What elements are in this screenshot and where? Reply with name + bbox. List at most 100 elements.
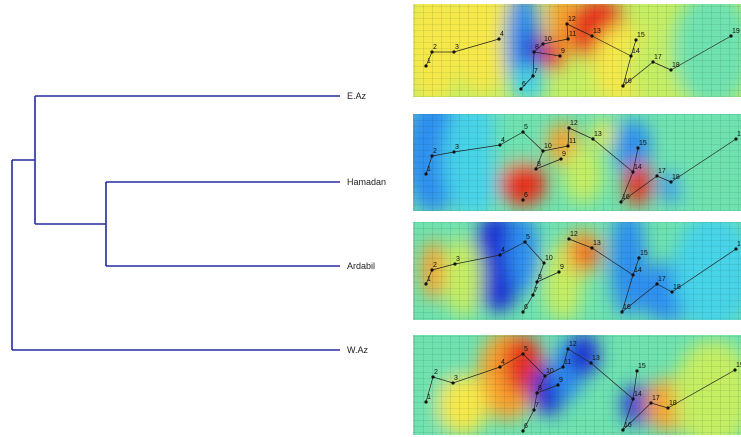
- sample-point: [566, 37, 570, 41]
- sample-point: [566, 347, 570, 351]
- point-label: 1: [427, 394, 431, 401]
- point-link: [621, 274, 634, 313]
- point-link: [567, 127, 570, 147]
- point-label: 8: [538, 385, 542, 392]
- sample-point: [556, 383, 560, 387]
- sample-point: [669, 180, 673, 184]
- point-label: 4: [500, 31, 504, 38]
- sample-point: [636, 146, 640, 150]
- sample-point: [531, 293, 535, 297]
- point-link: [562, 348, 569, 368]
- sample-point: [521, 429, 525, 433]
- point-link: [432, 376, 454, 384]
- sample-point: [521, 130, 525, 134]
- sample-point: [629, 54, 633, 58]
- point-label: 15: [637, 32, 645, 39]
- point-link: [590, 362, 634, 400]
- point-link: [656, 283, 673, 293]
- sample-point: [452, 50, 456, 54]
- point-label: 12: [569, 341, 577, 348]
- point-label: 10: [544, 143, 552, 150]
- point-link: [452, 366, 501, 384]
- sample-point: [620, 310, 624, 314]
- point-label: 16: [623, 304, 631, 311]
- point-link: [620, 171, 634, 203]
- point-link: [622, 402, 652, 431]
- point-link: [544, 366, 564, 377]
- sample-point: [559, 157, 563, 161]
- point-link: [454, 254, 501, 265]
- point-link: [632, 257, 640, 276]
- point-label: 7: [534, 287, 538, 294]
- point-label: 11: [569, 138, 576, 145]
- point-label: 14: [632, 48, 640, 55]
- sample-point: [631, 273, 635, 277]
- point-link: [542, 38, 569, 45]
- point-link: [533, 43, 544, 53]
- sample-point: [521, 352, 525, 356]
- point-label: 9: [560, 264, 564, 271]
- sample-point: [729, 34, 733, 38]
- point-links: [425, 127, 737, 203]
- point-label: 3: [454, 375, 458, 382]
- point-label: 17: [658, 168, 666, 175]
- sample-point: [557, 270, 561, 274]
- heatmap-panels: 12 34678910111213141516171819123456891011…: [413, 4, 741, 435]
- point-label: 5: [526, 234, 530, 241]
- sample-point: [631, 170, 635, 174]
- point-link: [532, 51, 535, 77]
- point-label: 16: [624, 78, 632, 85]
- sample-point: [532, 408, 536, 412]
- point-label: 18: [672, 62, 680, 69]
- sample-point: [541, 42, 545, 46]
- sample-point: [558, 54, 562, 58]
- point-label: 10: [546, 368, 554, 375]
- point-label: 3: [455, 144, 459, 151]
- point-link: [568, 127, 594, 140]
- point-label: 9: [562, 151, 566, 158]
- point-link: [536, 271, 560, 283]
- point-links: [425, 348, 736, 432]
- point-label: 4: [501, 137, 505, 144]
- sample-point: [590, 246, 594, 250]
- point-label: 14: [634, 164, 642, 171]
- point-link: [453, 38, 500, 53]
- point-label: 2: [433, 148, 437, 155]
- point-label: 3: [456, 256, 460, 263]
- sample-point: [521, 198, 525, 202]
- sample-point: [519, 87, 523, 91]
- point-label: 15: [638, 363, 646, 370]
- sample-point: [424, 172, 428, 176]
- point-label: 19: [737, 131, 741, 138]
- point-label: 13: [593, 240, 601, 247]
- sample-point: [637, 256, 641, 260]
- point-link: [592, 138, 634, 173]
- sample-point: [734, 137, 738, 141]
- point-link: [522, 353, 546, 377]
- point-label: 17: [654, 54, 662, 61]
- sample-point: [498, 143, 502, 147]
- point-link: [652, 61, 672, 71]
- point-label: 1: [427, 166, 431, 173]
- point-label: 5: [524, 346, 528, 353]
- point-label: 9: [559, 377, 563, 384]
- point-link: [535, 158, 562, 170]
- sample-point: [634, 38, 638, 42]
- sample-point: [532, 50, 536, 54]
- point-link: [431, 151, 455, 157]
- point-label: 12: [570, 231, 578, 238]
- sample-point: [590, 34, 594, 38]
- sample-point: [649, 401, 653, 405]
- sample-point: [631, 397, 635, 401]
- point-link: [622, 398, 634, 431]
- point-label: 5: [524, 124, 528, 131]
- point-link: [425, 376, 434, 403]
- point-link: [499, 353, 524, 368]
- sample-point: [521, 310, 525, 314]
- point-link: [670, 35, 732, 71]
- heatmap-grid: [413, 114, 741, 211]
- point-label: 17: [658, 276, 666, 283]
- point-link: [532, 281, 538, 296]
